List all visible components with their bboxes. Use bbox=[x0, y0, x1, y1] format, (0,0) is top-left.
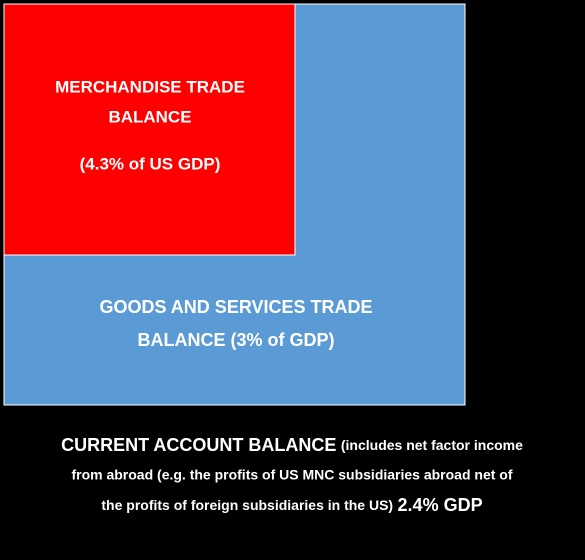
current-account-note: from abroad (e.g. the profits of US MNC … bbox=[71, 467, 512, 483]
current-account-share: 2.4% GDP bbox=[398, 495, 483, 515]
merchandise-box bbox=[3, 3, 296, 256]
current-account-note: the profits of foreign subsidiaries in t… bbox=[101, 497, 393, 513]
merchandise-label: BALANCE bbox=[108, 107, 191, 126]
current-account-line: the profits of foreign subsidiaries in t… bbox=[101, 495, 482, 515]
merchandise-label: MERCHANDISE TRADE bbox=[55, 77, 245, 96]
goods-services-label: GOODS AND SERVICES TRADE bbox=[99, 297, 372, 317]
current-account-line: CURRENT ACCOUNT BALANCE (includes net fa… bbox=[61, 435, 523, 455]
current-account-note: (includes net factor income bbox=[341, 437, 523, 453]
current-account-title: CURRENT ACCOUNT BALANCE bbox=[61, 435, 336, 455]
merchandise-share: (4.3% of US GDP) bbox=[80, 154, 221, 173]
goods-services-label: BALANCE (3% of GDP) bbox=[138, 330, 335, 350]
